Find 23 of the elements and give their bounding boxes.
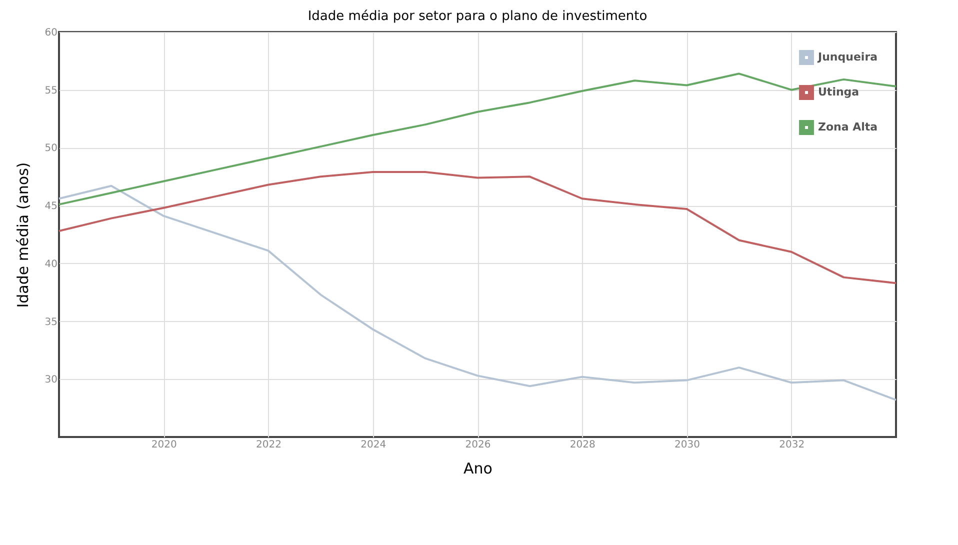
line-series: [58, 184, 897, 401]
y-tick-label: 60: [44, 28, 58, 38]
y-tick-label: 30: [44, 374, 58, 386]
x-tick-label: 2032: [779, 440, 805, 450]
x-tick-label: 2022: [256, 440, 282, 450]
chart-title: Idade média por setor para o plano de investimento: [308, 9, 648, 24]
y-tick-label: 45: [44, 201, 58, 212]
legend-label: Zona Alta: [818, 120, 878, 134]
legend-label: Junqueira: [817, 50, 878, 64]
x-tick-label: 2028: [570, 440, 596, 450]
y-tick-label: 55: [44, 85, 58, 96]
y-axis-title: Idade média (anos): [14, 162, 32, 308]
line-series: [58, 171, 897, 284]
y-tick-label: 35: [44, 316, 58, 328]
x-axis-title: Ano: [464, 460, 492, 478]
y-tick-label: 50: [44, 143, 58, 154]
x-tick-label: 2024: [360, 440, 386, 450]
x-tick-label: 2020: [151, 440, 177, 450]
x-tick-label: 2030: [674, 440, 700, 450]
line-series: [58, 72, 897, 206]
x-tick-label: 2026: [465, 440, 491, 450]
y-tick-label: 40: [44, 258, 58, 270]
legend-label: Utinga: [818, 86, 860, 98]
